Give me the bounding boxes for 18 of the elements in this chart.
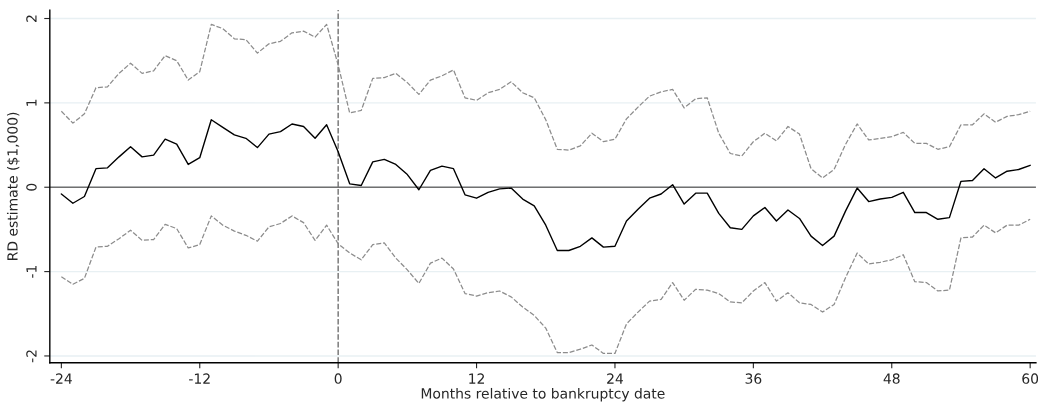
x-tick-label: 24 <box>607 373 624 384</box>
y-tick-label: -2 <box>26 350 37 363</box>
y-tick-label: 2 <box>26 15 37 22</box>
line-series <box>60 23 1031 179</box>
x-tick-label: -24 <box>50 373 72 384</box>
x-axis-title: Months relative to bankruptcy date <box>421 387 665 402</box>
x-tick-label: 36 <box>745 373 762 384</box>
x-tick-label: 48 <box>883 373 900 384</box>
y-tick-label: -1 <box>26 265 37 278</box>
y-axis-title: RD estimate ($1,000) <box>6 112 20 260</box>
line-series <box>60 215 1031 355</box>
x-tick-label: 0 <box>334 373 342 384</box>
y-tick-label: 1 <box>26 99 37 106</box>
x-tick-label: 12 <box>469 373 484 384</box>
y-tick-label: 0 <box>26 183 37 191</box>
x-tick-label: 60 <box>1022 373 1038 384</box>
line-series <box>60 119 1031 252</box>
x-tick-label: -12 <box>189 373 210 384</box>
